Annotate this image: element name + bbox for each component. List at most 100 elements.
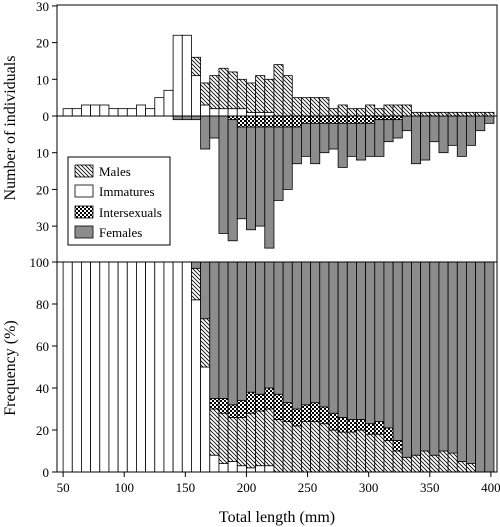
bar-frequency-immatures [126, 261, 137, 473]
bottom-y-axis: 0 20 40 60 80 100 [30, 255, 57, 480]
bottom-y-tick-label: 40 [36, 381, 49, 396]
bar-frequency-intersexuals [365, 423, 376, 435]
bar-top-immatures [246, 111, 257, 117]
x-axis-label: Total length (mm) [219, 509, 335, 526]
bar-frequency-females [438, 261, 449, 452]
bar-frequency-immatures [218, 463, 229, 473]
bar-frequency-males [356, 429, 367, 473]
bar-bottom-females [356, 122, 367, 161]
bar-frequency-males [447, 452, 458, 473]
bar-top-males [429, 111, 440, 117]
bar-bottom-intersexuals [282, 115, 293, 128]
legend: Males Immatures Intersexuals Females [67, 156, 171, 246]
bar-frequency-intersexuals [328, 412, 339, 431]
bar-bottom-intersexuals [291, 115, 302, 128]
top-y-axis-label: Number of individuals [2, 56, 19, 201]
bar-frequency-males [456, 461, 467, 473]
bar-top-immatures [62, 108, 73, 117]
bar-frequency-males [401, 456, 412, 473]
bar-bottom-females [264, 126, 275, 249]
bar-frequency-females [411, 261, 422, 456]
bar-top-males [328, 108, 339, 117]
bar-frequency-intersexuals [392, 440, 403, 452]
bar-frequency-females [420, 261, 431, 452]
bar-frequency-females [401, 261, 412, 458]
bar-frequency-females [328, 261, 339, 414]
bar-top-immatures [90, 104, 101, 117]
bar-bottom-females [218, 115, 229, 234]
bar-bottom-females [172, 115, 183, 121]
bar-frequency-males [191, 267, 202, 301]
bar-frequency-intersexuals [264, 387, 275, 410]
bar-frequency-males [246, 412, 257, 469]
bar-top-males [246, 82, 257, 113]
legend-label-intersexuals: Intersexuals [99, 205, 162, 220]
bar-frequency-females [456, 261, 467, 462]
bar-frequency-immatures [62, 261, 73, 473]
bar-bottom-females [466, 115, 477, 146]
bar-frequency-immatures [191, 299, 202, 473]
bar-frequency-females [310, 261, 321, 404]
bar-bottom-intersexuals [236, 115, 247, 128]
bar-top-males [466, 111, 477, 117]
bar-bottom-females [273, 126, 284, 201]
bar-frequency-males [429, 454, 440, 473]
legend-swatch-females [74, 225, 94, 239]
bar-frequency-intersexuals [236, 400, 247, 418]
bar-bottom-females [484, 115, 495, 124]
bar-bottom-intersexuals [227, 115, 238, 121]
bar-top-immatures [227, 108, 238, 117]
bar-frequency-females [227, 261, 238, 406]
bar-top-males [319, 97, 330, 117]
bar-bottom-intersexuals [301, 115, 312, 124]
bar-top-immatures [200, 104, 211, 117]
x-tick-label: 400 [481, 480, 500, 495]
bar-top-immatures [218, 108, 229, 117]
bar-top-males [218, 67, 229, 110]
bar-bottom-intersexuals [328, 115, 339, 124]
bar-top-males [374, 108, 385, 117]
bar-bottom-females [420, 115, 431, 161]
bar-top-immatures [191, 75, 202, 117]
bar-bottom-females [392, 119, 403, 139]
x-tick-label: 100 [114, 480, 134, 495]
bar-top-males [356, 108, 367, 117]
bar-frequency-females [218, 261, 229, 399]
bar-bottom-intersexuals [383, 115, 394, 121]
bar-frequency-males [392, 450, 403, 473]
bar-bottom-females [456, 115, 467, 157]
bar-frequency-males [310, 421, 321, 473]
bar-frequency-females [346, 261, 357, 420]
bar-frequency-females [429, 261, 440, 456]
legend-swatch-intersexuals [74, 205, 94, 219]
bar-frequency-immatures [145, 261, 156, 473]
bar-bottom-females [227, 119, 238, 242]
bar-bottom-intersexuals [365, 115, 376, 124]
bar-frequency-females [466, 261, 477, 465]
bar-frequency-males [291, 425, 302, 473]
bar-bottom-intersexuals [346, 115, 357, 124]
bottom-y-tick-label: 0 [43, 465, 50, 480]
bar-bottom-intersexuals [255, 115, 266, 128]
bar-frequency-intersexuals [356, 419, 367, 431]
top-y-tick-label: 0 [43, 109, 50, 124]
bottom-panel-bars [62, 261, 495, 473]
legend-label-females: Females [99, 225, 142, 240]
bar-frequency-intersexuals [310, 402, 321, 423]
bar-bottom-intersexuals [337, 115, 348, 124]
bar-bottom-females [337, 122, 348, 168]
bar-top-immatures [236, 108, 247, 117]
bar-frequency-males [301, 421, 312, 473]
bar-top-males [227, 71, 238, 110]
bottom-panel-frame [56, 261, 498, 473]
bar-frequency-intersexuals [246, 391, 257, 414]
bar-frequency-immatures [236, 465, 247, 473]
bar-frequency-males [282, 421, 293, 473]
bar-top-immatures [209, 108, 220, 117]
bar-top-males [401, 104, 412, 117]
bar-bottom-females [383, 119, 394, 143]
bar-top-males [411, 111, 422, 117]
bar-frequency-females [200, 261, 211, 320]
bar-top-immatures [71, 108, 82, 117]
x-axis: 50 100 150 200 250 300 350 400 [57, 472, 500, 495]
